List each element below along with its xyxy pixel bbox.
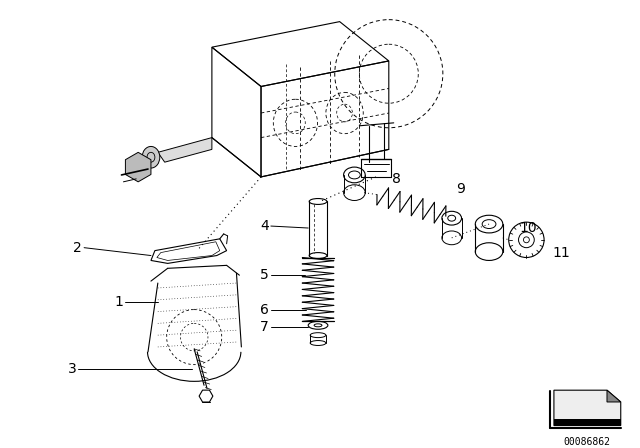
Text: 7: 7	[260, 320, 269, 334]
Polygon shape	[158, 138, 212, 162]
Ellipse shape	[309, 198, 327, 204]
Polygon shape	[125, 152, 151, 182]
Ellipse shape	[476, 243, 503, 260]
Polygon shape	[554, 390, 621, 426]
Text: 1: 1	[115, 295, 124, 309]
Text: 00086862: 00086862	[564, 437, 611, 448]
Ellipse shape	[310, 333, 326, 338]
Ellipse shape	[309, 253, 327, 258]
Ellipse shape	[344, 185, 365, 201]
Ellipse shape	[344, 167, 365, 183]
Bar	[554, 419, 621, 426]
Text: 11: 11	[552, 246, 570, 259]
Ellipse shape	[442, 211, 461, 225]
Text: 2: 2	[74, 241, 82, 254]
Text: 4: 4	[260, 219, 269, 233]
Ellipse shape	[442, 231, 461, 245]
Text: 9: 9	[456, 182, 465, 196]
Polygon shape	[607, 390, 621, 402]
Text: 6: 6	[260, 302, 269, 317]
Text: 10: 10	[520, 221, 537, 235]
Text: 5: 5	[260, 268, 269, 282]
Text: 8: 8	[392, 172, 401, 186]
Ellipse shape	[310, 340, 326, 345]
Ellipse shape	[308, 321, 328, 329]
Ellipse shape	[476, 215, 503, 233]
Text: 3: 3	[67, 362, 76, 375]
Ellipse shape	[142, 146, 160, 168]
Circle shape	[509, 222, 544, 258]
